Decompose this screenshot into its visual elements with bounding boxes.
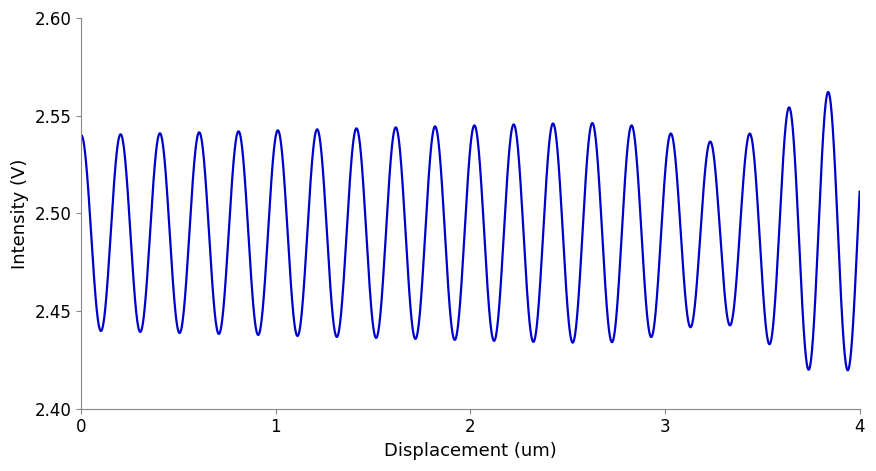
X-axis label: Displacement (um): Displacement (um) bbox=[384, 442, 557, 460]
Y-axis label: Intensity (V): Intensity (V) bbox=[11, 158, 29, 268]
